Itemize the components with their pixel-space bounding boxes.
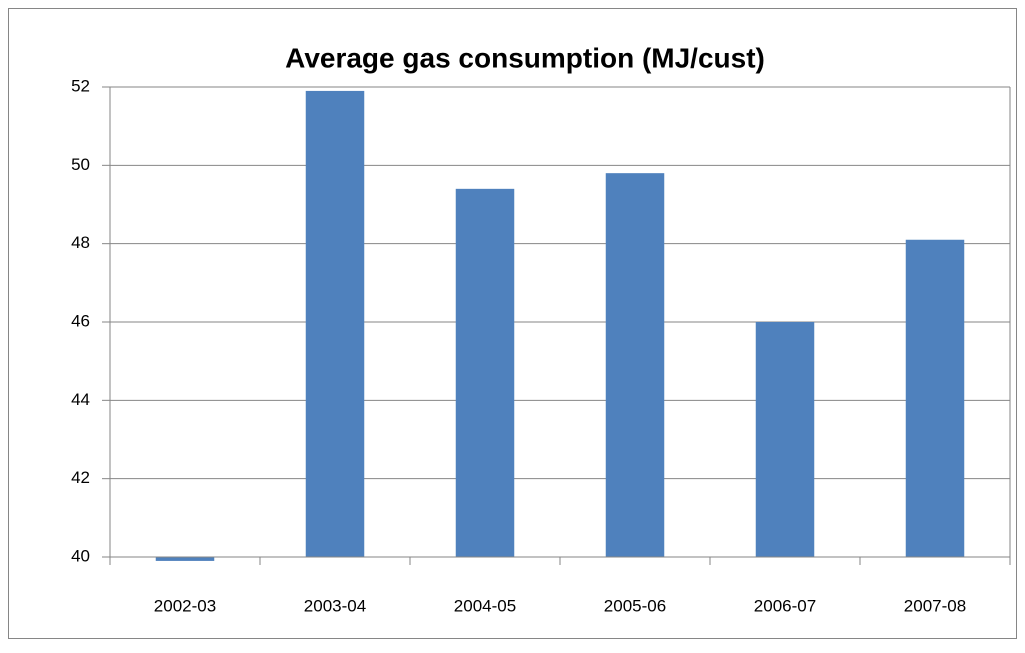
- x-tick-label: 2004-05: [454, 596, 516, 615]
- x-tick-label: 2005-06: [604, 596, 666, 615]
- x-tick-label: 2006-07: [754, 596, 816, 615]
- x-tick-label: 2003-04: [304, 596, 366, 615]
- x-tick-label: 2002-03: [154, 596, 216, 615]
- y-tick-label: 44: [71, 390, 90, 409]
- y-tick-label: 48: [71, 233, 90, 252]
- y-tick-label: 52: [71, 76, 90, 95]
- bar: [455, 188, 515, 558]
- bar: [305, 90, 365, 558]
- bar: [905, 239, 965, 557]
- bar: [605, 173, 665, 557]
- y-tick-label: 40: [71, 546, 90, 565]
- y-tick-label: 46: [71, 311, 90, 330]
- bar: [755, 322, 815, 557]
- x-tick-label: 2007-08: [904, 596, 966, 615]
- bar: [155, 557, 215, 561]
- y-tick-label: 42: [71, 468, 90, 487]
- y-tick-label: 50: [71, 155, 90, 174]
- chart-title: Average gas consumption (MJ/cust): [285, 42, 765, 73]
